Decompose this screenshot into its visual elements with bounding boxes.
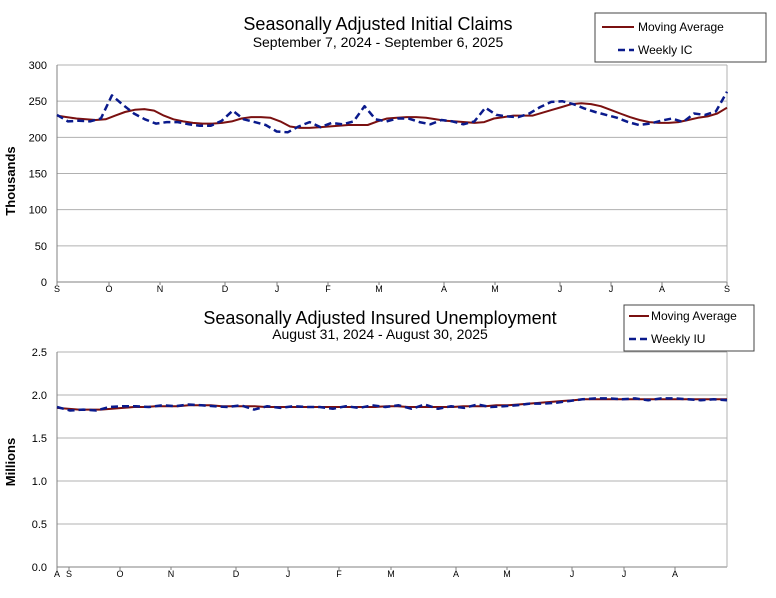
chart2-y-ticks: 0.0 0.5 1.0 1.5 2.0 2.5 (32, 347, 47, 574)
y-tick-label: 50 (35, 241, 47, 253)
x-tick-label: N (157, 284, 164, 294)
chart1-legend-box (594, 12, 767, 63)
x-tick-label: D (222, 284, 229, 294)
x-tick-label: M (491, 284, 499, 294)
chart2-gridlines (56, 351, 728, 568)
x-tick-label: M (387, 569, 395, 579)
y-tick-label: 2.0 (32, 390, 47, 402)
y-tick-label: 1.0 (32, 476, 47, 488)
y-tick-label: 300 (29, 60, 47, 72)
y-tick-label: 250 (29, 96, 47, 108)
chart2-ylabel: Millions (3, 438, 18, 486)
x-tick-label: A (441, 284, 447, 294)
chart1-ylabel: Thousands (3, 146, 18, 215)
chart1-gridlines (56, 64, 728, 283)
x-tick-label: F (325, 284, 331, 294)
moving-average-series-line (56, 398, 727, 411)
chart1-title: Seasonally Adjusted Initial Claims (243, 14, 512, 34)
chart2-legend: Moving Average Weekly IU (623, 304, 755, 352)
x-tick-label: D (233, 569, 240, 579)
initial-claims-chart: Seasonally Adjusted Initial Claims Septe… (3, 12, 767, 294)
x-tick-label: N (168, 569, 175, 579)
x-tick-label: F (336, 569, 342, 579)
x-tick-label: O (105, 284, 112, 294)
x-tick-label: S (724, 284, 730, 294)
y-tick-label: 150 (29, 169, 47, 181)
x-tick-label: A (54, 569, 60, 579)
x-tick-label: J (275, 284, 280, 294)
chart1-legend: Moving Average Weekly IC (594, 12, 767, 63)
weekly-series-line (56, 91, 729, 134)
chart2-legend-weekly-label: Weekly IU (651, 332, 705, 346)
x-tick-label: O (116, 569, 123, 579)
y-tick-label: 0.5 (32, 519, 47, 531)
x-tick-label: A (659, 284, 665, 294)
x-tick-label: A (453, 569, 459, 579)
chart2-series (56, 397, 728, 412)
x-tick-label: J (286, 569, 291, 579)
x-tick-label: A (672, 569, 678, 579)
y-tick-label: 200 (29, 132, 47, 144)
chart1-legend-ma-label: Moving Average (638, 20, 724, 34)
chart2-legend-ma-label: Moving Average (651, 309, 737, 323)
x-tick-label: J (558, 284, 563, 294)
chart2-subtitle: August 31, 2024 - August 30, 2025 (272, 326, 488, 342)
weekly-series-line (56, 397, 728, 412)
chart1-y-ticks: 0 50 100 150 200 250 300 (29, 60, 47, 289)
chart1-series (56, 91, 729, 134)
x-tick-label: S (66, 569, 72, 579)
x-tick-label: M (503, 569, 511, 579)
insured-unemployment-chart: Seasonally Adjusted Insured Unemployment… (3, 304, 755, 579)
y-tick-label: 100 (29, 205, 47, 217)
chart2-title: Seasonally Adjusted Insured Unemployment (203, 308, 556, 328)
x-tick-label: J (570, 569, 575, 579)
y-tick-label: 1.5 (32, 433, 47, 445)
y-tick-label: 0.0 (32, 562, 47, 574)
x-tick-label: J (622, 569, 627, 579)
x-tick-label: J (609, 284, 614, 294)
y-tick-label: 2.5 (32, 347, 47, 359)
chart2-legend-box (623, 304, 755, 352)
chart1-legend-weekly-label: Weekly IC (638, 43, 693, 57)
x-tick-label: S (54, 284, 60, 294)
moving-average-series-line (56, 102, 728, 129)
x-tick-label: M (375, 284, 383, 294)
chart1-subtitle: September 7, 2024 - September 6, 2025 (253, 34, 504, 50)
y-tick-label: 0 (41, 277, 47, 289)
